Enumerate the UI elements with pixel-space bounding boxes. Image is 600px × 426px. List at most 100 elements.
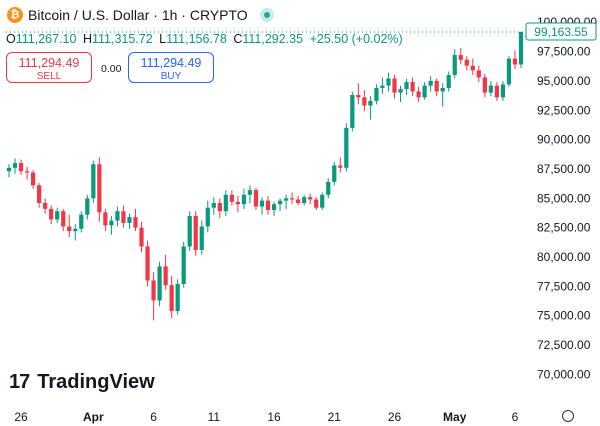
candle-body [410, 82, 415, 92]
candle-body [440, 87, 445, 92]
candle-body [67, 226, 72, 232]
candle-body [151, 280, 156, 301]
candle [289, 192, 295, 205]
candle-body [271, 204, 277, 211]
candle [404, 78, 409, 95]
candle [512, 50, 518, 70]
tradingview-logo-text: TradingView [37, 371, 155, 393]
candle [410, 77, 415, 97]
y-tick-label: 95,000.00 [537, 74, 591, 88]
candle-body [350, 95, 355, 128]
candle-body [115, 211, 120, 221]
candle-body [247, 190, 253, 195]
low-label: L [159, 32, 167, 46]
candle [416, 86, 421, 103]
candle [163, 254, 168, 290]
last-price-label: 99,163.55 [534, 25, 588, 39]
candle [24, 166, 30, 180]
candle [223, 190, 228, 216]
candle-body [500, 84, 506, 98]
candle-body [428, 80, 433, 86]
buy-price: 111,294.49 [140, 56, 202, 70]
candle [326, 178, 331, 199]
y-tick-label: 80,000.00 [537, 250, 591, 264]
candle [283, 194, 289, 209]
candle-body [253, 190, 259, 207]
candle-body [434, 80, 439, 92]
candle [476, 65, 481, 83]
candle [314, 197, 319, 211]
candle-body [49, 208, 54, 220]
sell-button[interactable]: 111,294.49 SELL [6, 52, 92, 83]
candle [115, 206, 120, 227]
candle [199, 220, 204, 255]
candle [440, 83, 445, 107]
candle [277, 198, 283, 212]
candle-body [338, 165, 343, 168]
candle [79, 211, 84, 233]
candle [85, 194, 90, 220]
candle-body [163, 266, 168, 286]
last-price-box [525, 22, 597, 41]
buy-label: BUY [160, 71, 182, 82]
candle-body [223, 194, 228, 212]
price-axis[interactable]: 70,000.00 72,500.00 75,000.00 77,500.00 80,0… [537, 15, 597, 381]
candle-body [109, 220, 114, 226]
candle [296, 195, 301, 206]
candle [362, 90, 367, 112]
settings-gear-icon[interactable] [562, 410, 574, 422]
candle-body [308, 197, 313, 200]
candle [61, 208, 66, 232]
buy-button[interactable]: 111,294.49 BUY [128, 52, 214, 83]
candle [422, 82, 427, 100]
candle-body [368, 100, 373, 106]
sell-price: 111,294.49 [18, 56, 80, 70]
candle-body [91, 164, 96, 199]
time-axis[interactable]: 26 Apr 6 11 16 21 26 May 6 [14, 410, 518, 424]
candle-body [404, 82, 409, 90]
candle [205, 200, 210, 233]
y-tick-label: 97,500.00 [537, 45, 591, 59]
high-label: H [82, 32, 92, 46]
candle [121, 205, 126, 228]
candle [332, 161, 337, 186]
candle [494, 82, 500, 101]
candle-body [512, 58, 518, 65]
candle [211, 197, 216, 215]
candle [151, 272, 156, 321]
candle-body [326, 181, 331, 195]
tradingview-logo[interactable]: 17 TradingView [9, 371, 155, 394]
candle-body [362, 97, 367, 106]
candle [73, 224, 78, 241]
candle [506, 56, 512, 87]
candle-body [229, 194, 234, 202]
candle-body [187, 215, 192, 247]
candle-body [518, 32, 524, 65]
candle-body [133, 217, 138, 228]
candle [30, 170, 36, 189]
candle-body [392, 78, 397, 93]
candle [97, 157, 102, 222]
y-tick-label: 70,000.00 [537, 367, 591, 381]
candle [271, 201, 277, 216]
candle-body [476, 70, 481, 78]
candle-body [97, 164, 102, 213]
candle [446, 71, 451, 92]
candle-body [356, 95, 361, 98]
candle-body [139, 227, 144, 247]
candle-body [73, 228, 78, 232]
candle [169, 275, 174, 319]
candle [229, 190, 234, 206]
candle-body [205, 207, 210, 227]
candle [464, 56, 469, 71]
candle-body [380, 85, 385, 88]
candle [12, 158, 18, 174]
candle-body [30, 172, 36, 186]
symbol-title: Bitcoin / U.S. Dollar · 1h · CRYPTO [28, 7, 248, 23]
change-value: +25.50 (+0.02%) [309, 32, 403, 46]
symbol-header[interactable]: ₿ Bitcoin / U.S. Dollar · 1h · CRYPTO [7, 7, 274, 23]
candle-body [175, 284, 180, 311]
candle [241, 188, 247, 209]
candle [103, 208, 108, 232]
